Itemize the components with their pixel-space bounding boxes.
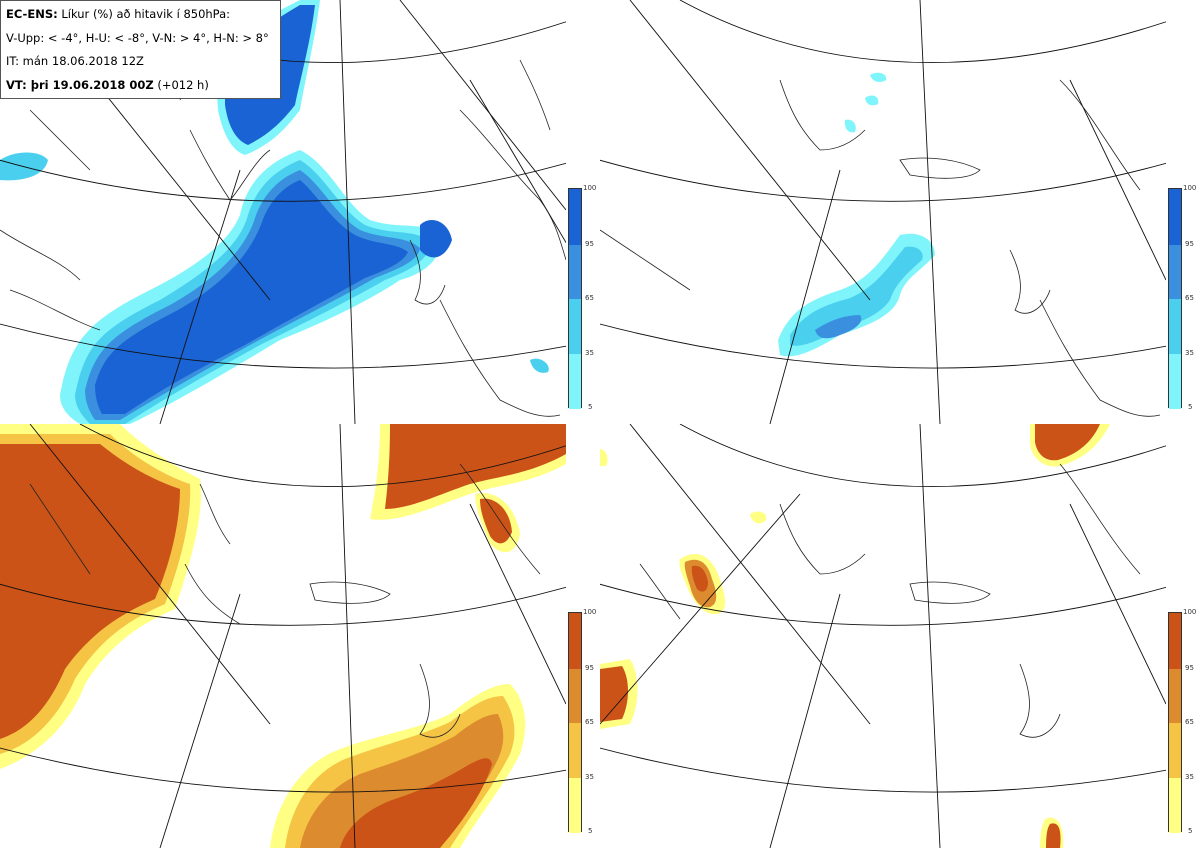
model-label: EC-ENS: [6,7,58,21]
tick-35: 35 [1185,349,1194,357]
tick-5: 5 [1188,827,1193,835]
tick-65: 65 [1185,294,1194,302]
tick-5: 5 [588,403,593,411]
tick-5: 5 [1188,403,1193,411]
graticule [600,424,1166,848]
coastlines [29,463,541,738]
legend-infobox: EC-ENS: Líkur (%) að hitavik í 850hPa: V… [0,0,281,99]
tick-95: 95 [1185,664,1194,672]
tick-65: 65 [585,294,594,302]
title-text: Líkur (%) að hitavik í 850hPa: [61,7,231,21]
tick-65: 65 [1185,718,1194,726]
coastlines [600,79,1161,417]
tick-65: 65 [585,718,594,726]
tick-100: 100 [1183,184,1197,192]
colorbar-top-right [1168,188,1182,409]
tick-5: 5 [588,827,593,835]
map-panel-bottom-right [600,424,1166,848]
thresholds-text: V-Upp: < -4°, H-U: < -8°, V-N: > 4°, H-N… [6,30,269,45]
graticule [0,424,566,848]
graticule [600,0,1166,424]
initial-time: IT: mán 18.06.2018 12Z [6,54,144,68]
tick-35: 35 [1185,773,1194,781]
map-panel-bottom-left [0,424,566,848]
map-bottom-right-svg [600,424,1166,848]
lead-time: (+012 h) [157,77,209,92]
tick-100: 100 [1183,608,1197,616]
map-panel-top-left [0,0,566,424]
tick-35: 35 [585,349,594,357]
colorbar-bottom-right [1168,612,1182,833]
tick-100: 100 [583,184,597,192]
tick-95: 95 [585,664,594,672]
map-bottom-left-svg [0,424,566,848]
map-top-right-svg [600,0,1166,424]
tick-95: 95 [585,240,594,248]
coastlines [639,463,1141,738]
tick-100: 100 [583,608,597,616]
map-panel-top-right [600,0,1166,424]
tick-95: 95 [1185,240,1194,248]
map-top-left-svg [0,0,566,424]
colorbar-bottom-left [568,612,582,833]
tick-35: 35 [585,773,594,781]
valid-time: VT: þri 19.06.2018 00Z [6,77,154,92]
colorbar-top-left [568,188,582,409]
